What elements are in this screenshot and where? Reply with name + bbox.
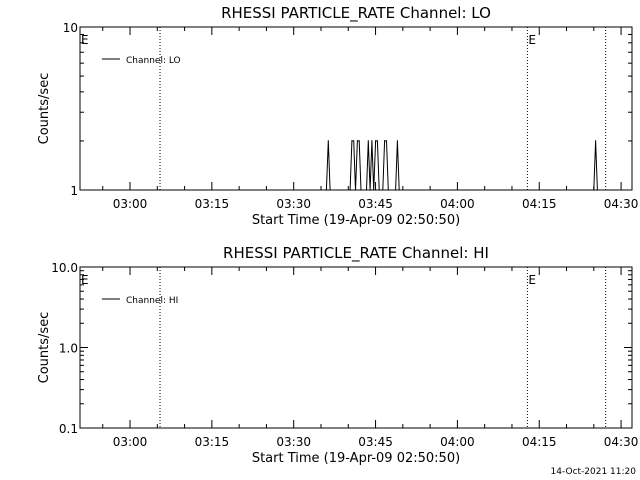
y-axis-label: Counts/sec [37, 73, 52, 145]
x-tick-label: 03:45 [358, 435, 393, 449]
data-point [365, 189, 368, 191]
data-point [358, 140, 360, 142]
data-point [373, 189, 375, 191]
data-point [382, 189, 384, 191]
x-tick-label: 03:00 [113, 435, 148, 449]
data-point [378, 189, 380, 191]
series-line [593, 140, 598, 191]
data-point [385, 140, 388, 142]
x-tick-label: 03:30 [276, 435, 311, 449]
plot-frame [79, 266, 633, 429]
data-point [593, 189, 595, 191]
chart-lo: RHESSI PARTICLE_RATE Channel: LO 03:00 03:… [37, 4, 638, 228]
x-axis-label: Start Time (19-Apr-09 02:50:50) [252, 213, 460, 228]
x-tick-label: 04:30 [604, 435, 639, 449]
series-line [366, 140, 380, 191]
data-point [375, 140, 377, 142]
series-line [325, 140, 331, 191]
x-tick-label: 03:15 [195, 197, 230, 211]
data-point [384, 140, 386, 142]
data-point [395, 189, 397, 191]
x-tick-label: 03:15 [195, 435, 230, 449]
data-point [595, 140, 597, 142]
series-line [382, 140, 389, 191]
footer-timestamp: 14-Oct-2021 11:20 [551, 467, 637, 477]
y-tick-label: 1 [70, 184, 78, 198]
x-tick-label: 04:30 [604, 197, 639, 211]
x-axis-label: Start Time (19-Apr-09 02:50:50) [252, 451, 460, 466]
data-point [367, 140, 369, 142]
chart-hi: RHESSI PARTICLE_RATE Channel: HI 03:00 03:… [37, 244, 638, 466]
y-tick-label: 1.0 [59, 342, 78, 356]
y-tick-label: 0.1 [59, 422, 78, 436]
x-tick-label: 04:15 [522, 435, 557, 449]
x-tick-label: 03:00 [113, 197, 148, 211]
data-point [329, 189, 331, 191]
data-point [327, 140, 329, 142]
event-marker-label: E [81, 273, 89, 287]
x-tick-label: 03:30 [276, 197, 311, 211]
y-tick-label: 10.0 [51, 261, 78, 275]
data-point [376, 140, 378, 142]
y-axis-label: Counts/sec [37, 312, 52, 384]
data-point [351, 140, 353, 142]
data-point [354, 189, 357, 191]
x-tick-label: 04:15 [522, 197, 557, 211]
data-point [356, 140, 358, 142]
data-point [371, 140, 373, 142]
data-point [360, 189, 362, 191]
x-tick-label: 03:45 [358, 197, 393, 211]
legend-entry: Channel: HI [126, 296, 178, 306]
x-tick-label: 04:00 [440, 435, 475, 449]
x-tick-label: 04:00 [440, 197, 475, 211]
event-marker-label: E [528, 273, 536, 287]
event-marker-label: E [81, 33, 89, 47]
data-point [369, 189, 371, 191]
data-point [353, 140, 355, 142]
data-point [596, 189, 599, 191]
data-point [349, 189, 351, 191]
data-point [387, 189, 389, 191]
series-line [349, 140, 362, 191]
event-marker-label: E [528, 33, 536, 47]
chart-title: RHESSI PARTICLE_RATE Channel: HI [223, 244, 489, 263]
data-point [325, 189, 327, 191]
y-tick-label: 10 [63, 21, 78, 35]
chart-title: RHESSI PARTICLE_RATE Channel: LO [221, 4, 491, 23]
data-point [396, 140, 398, 142]
series-line [395, 140, 400, 191]
legend-entry: Channel: LO [126, 56, 181, 66]
data-point [398, 189, 400, 191]
